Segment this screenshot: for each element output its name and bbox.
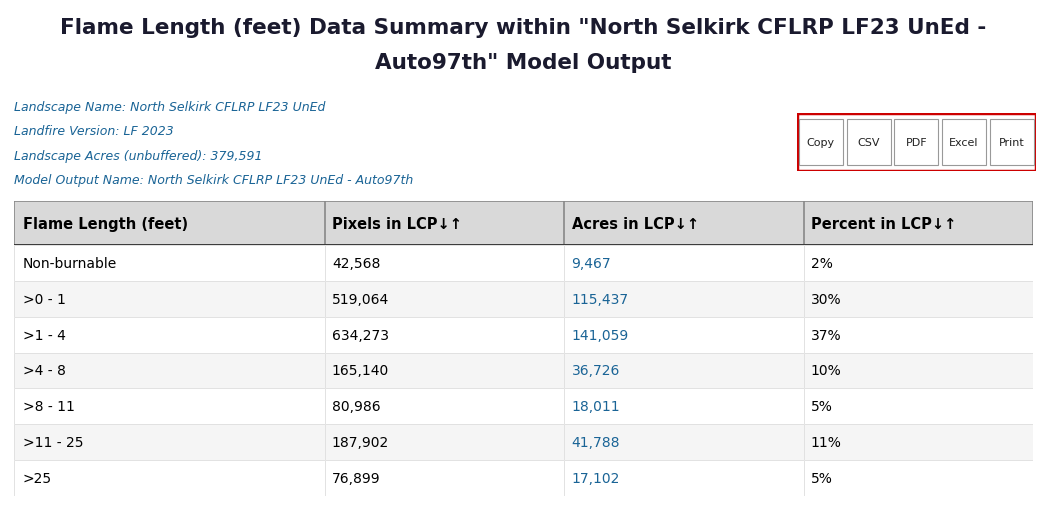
FancyBboxPatch shape <box>14 424 324 460</box>
Text: >0 - 1: >0 - 1 <box>23 292 66 306</box>
Text: Percent in LCP↓↑: Percent in LCP↓↑ <box>811 216 956 231</box>
Text: 2%: 2% <box>811 257 833 270</box>
FancyBboxPatch shape <box>804 202 1033 245</box>
FancyBboxPatch shape <box>14 353 324 388</box>
Text: 36,726: 36,726 <box>571 364 620 378</box>
Text: Landscape Name: North Selkirk CFLRP LF23 UnEd: Landscape Name: North Selkirk CFLRP LF23… <box>14 101 325 114</box>
Text: 519,064: 519,064 <box>332 292 389 306</box>
FancyBboxPatch shape <box>804 281 1033 317</box>
FancyBboxPatch shape <box>324 245 565 281</box>
FancyBboxPatch shape <box>324 424 565 460</box>
FancyBboxPatch shape <box>324 202 565 245</box>
FancyBboxPatch shape <box>324 281 565 317</box>
Text: 634,273: 634,273 <box>332 328 389 342</box>
Text: Landscape Acres (unbuffered): 379,591: Landscape Acres (unbuffered): 379,591 <box>14 149 263 163</box>
FancyBboxPatch shape <box>324 317 565 353</box>
FancyBboxPatch shape <box>804 424 1033 460</box>
Text: 17,102: 17,102 <box>571 471 620 485</box>
FancyBboxPatch shape <box>565 245 804 281</box>
FancyBboxPatch shape <box>804 317 1033 353</box>
FancyBboxPatch shape <box>565 202 804 245</box>
FancyBboxPatch shape <box>565 317 804 353</box>
Text: Print: Print <box>999 138 1025 147</box>
FancyBboxPatch shape <box>324 460 565 496</box>
Text: >11 - 25: >11 - 25 <box>23 435 84 449</box>
FancyBboxPatch shape <box>797 114 1036 172</box>
Text: 5%: 5% <box>811 471 833 485</box>
Text: 115,437: 115,437 <box>571 292 629 306</box>
FancyBboxPatch shape <box>324 388 565 424</box>
Text: Flame Length (feet): Flame Length (feet) <box>23 216 188 231</box>
FancyBboxPatch shape <box>565 388 804 424</box>
Text: 18,011: 18,011 <box>571 399 620 414</box>
Text: Pixels in LCP↓↑: Pixels in LCP↓↑ <box>332 216 462 231</box>
Text: 10%: 10% <box>811 364 842 378</box>
Text: Copy: Copy <box>806 138 835 147</box>
FancyBboxPatch shape <box>14 245 324 281</box>
FancyBboxPatch shape <box>990 119 1033 166</box>
Text: 141,059: 141,059 <box>571 328 629 342</box>
Text: Landfire Version: LF 2023: Landfire Version: LF 2023 <box>14 125 174 138</box>
Text: Excel: Excel <box>949 138 979 147</box>
Text: Auto97th" Model Output: Auto97th" Model Output <box>374 53 672 73</box>
Text: >1 - 4: >1 - 4 <box>23 328 66 342</box>
FancyBboxPatch shape <box>942 119 986 166</box>
FancyBboxPatch shape <box>804 353 1033 388</box>
FancyBboxPatch shape <box>14 317 324 353</box>
Text: 165,140: 165,140 <box>332 364 389 378</box>
Text: PDF: PDF <box>906 138 927 147</box>
Text: 187,902: 187,902 <box>332 435 389 449</box>
FancyBboxPatch shape <box>14 388 324 424</box>
Text: Acres in LCP↓↑: Acres in LCP↓↑ <box>571 216 699 231</box>
FancyBboxPatch shape <box>804 460 1033 496</box>
FancyBboxPatch shape <box>565 281 804 317</box>
Text: >8 - 11: >8 - 11 <box>23 399 75 414</box>
FancyBboxPatch shape <box>804 245 1033 281</box>
FancyBboxPatch shape <box>799 119 843 166</box>
FancyBboxPatch shape <box>14 281 324 317</box>
Text: 76,899: 76,899 <box>332 471 381 485</box>
FancyBboxPatch shape <box>804 388 1033 424</box>
FancyBboxPatch shape <box>324 353 565 388</box>
Text: >4 - 8: >4 - 8 <box>23 364 66 378</box>
FancyBboxPatch shape <box>846 119 890 166</box>
Text: 30%: 30% <box>811 292 841 306</box>
FancyBboxPatch shape <box>565 424 804 460</box>
FancyBboxPatch shape <box>565 460 804 496</box>
Text: Model Output Name: North Selkirk CFLRP LF23 UnEd - Auto97th: Model Output Name: North Selkirk CFLRP L… <box>14 174 413 187</box>
Text: 9,467: 9,467 <box>571 257 611 270</box>
Text: Flame Length (feet) Data Summary within "North Selkirk CFLRP LF23 UnEd -: Flame Length (feet) Data Summary within … <box>60 18 986 38</box>
Text: 42,568: 42,568 <box>332 257 380 270</box>
Text: 11%: 11% <box>811 435 842 449</box>
Text: 41,788: 41,788 <box>571 435 620 449</box>
Text: >25: >25 <box>23 471 52 485</box>
FancyBboxPatch shape <box>894 119 938 166</box>
FancyBboxPatch shape <box>565 353 804 388</box>
Text: 37%: 37% <box>811 328 841 342</box>
Text: 5%: 5% <box>811 399 833 414</box>
Text: 80,986: 80,986 <box>332 399 381 414</box>
Text: Non-burnable: Non-burnable <box>23 257 117 270</box>
FancyBboxPatch shape <box>14 202 324 245</box>
FancyBboxPatch shape <box>14 460 324 496</box>
Text: CSV: CSV <box>858 138 880 147</box>
